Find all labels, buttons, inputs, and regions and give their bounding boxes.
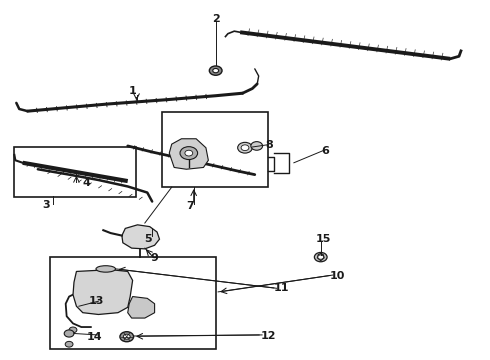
Text: 2: 2 — [212, 14, 220, 24]
Circle shape — [315, 252, 327, 262]
Circle shape — [213, 68, 219, 73]
Text: 14: 14 — [87, 332, 103, 342]
Text: 7: 7 — [186, 201, 194, 211]
Polygon shape — [128, 297, 155, 318]
Text: 15: 15 — [316, 234, 331, 244]
Circle shape — [64, 330, 74, 337]
Circle shape — [65, 341, 73, 347]
Text: 9: 9 — [150, 253, 159, 263]
Polygon shape — [318, 253, 324, 261]
Text: 6: 6 — [321, 145, 330, 156]
Circle shape — [185, 150, 193, 156]
Bar — [49, 257, 216, 348]
Polygon shape — [169, 139, 208, 169]
Text: 13: 13 — [88, 296, 104, 306]
Text: 10: 10 — [330, 271, 345, 281]
Text: 4: 4 — [82, 178, 90, 188]
Polygon shape — [122, 225, 159, 249]
Circle shape — [318, 255, 324, 259]
Circle shape — [123, 334, 130, 339]
Text: 1: 1 — [129, 86, 137, 96]
Circle shape — [238, 142, 252, 153]
Bar — [162, 112, 269, 187]
Bar — [14, 147, 136, 197]
Circle shape — [209, 66, 222, 75]
Circle shape — [180, 147, 197, 159]
Polygon shape — [73, 270, 133, 315]
Circle shape — [251, 141, 263, 150]
Text: 11: 11 — [274, 283, 290, 293]
Text: 5: 5 — [145, 234, 152, 244]
Circle shape — [241, 145, 249, 150]
Text: 8: 8 — [266, 140, 273, 150]
Ellipse shape — [96, 266, 116, 272]
Circle shape — [120, 332, 134, 342]
Text: 3: 3 — [42, 200, 50, 210]
Text: 12: 12 — [261, 331, 276, 341]
Circle shape — [69, 327, 77, 333]
